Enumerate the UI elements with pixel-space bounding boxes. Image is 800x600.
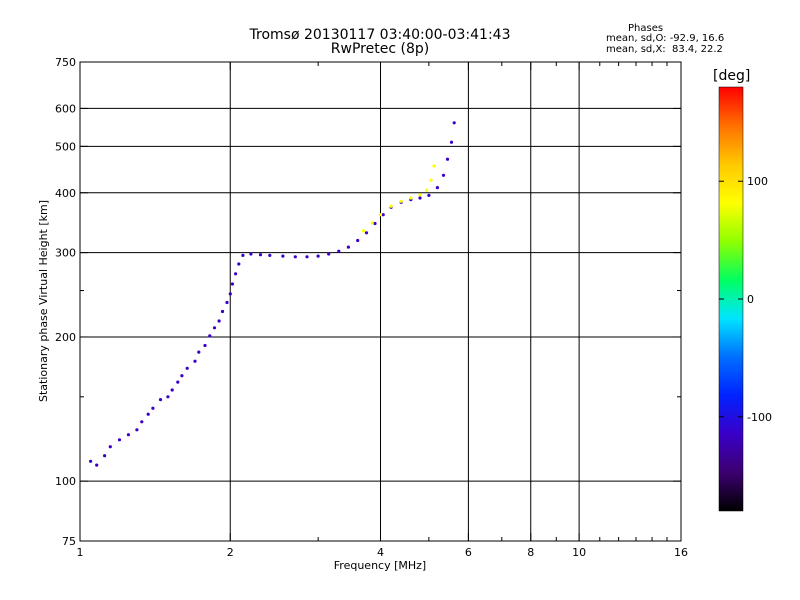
echo-point	[356, 238, 360, 243]
y-tick-label: 750	[55, 56, 76, 69]
echo-point	[212, 326, 217, 330]
colorbar-tick-label: 0	[747, 293, 754, 306]
echo-point	[126, 433, 130, 437]
echo-point	[337, 249, 341, 253]
x-tick-label: 10	[572, 546, 586, 559]
phase-x-stats: mean, sd,X: 83.4, 22.2	[606, 44, 723, 55]
echo-point	[362, 229, 366, 233]
echo-point	[399, 199, 403, 203]
echo-point	[305, 255, 309, 259]
x-tick-label: 16	[674, 546, 688, 559]
colorbar-tick-label: 100	[747, 175, 768, 188]
x-tick-label: 8	[527, 546, 534, 559]
echo-point	[425, 188, 429, 192]
echo-point	[151, 406, 155, 410]
chart-title-line-2: RwPretec (8p)	[330, 41, 430, 57]
echo-point	[268, 253, 272, 257]
colorbar-tick-label: -100	[747, 411, 772, 424]
chart-title-line-1: Tromsø 20130117 03:40:00-03:41:43	[249, 27, 511, 43]
phases-title: Phases	[628, 23, 664, 34]
echo-point	[135, 428, 139, 432]
echo-point	[389, 204, 393, 208]
echo-point	[220, 309, 225, 314]
echo-point	[381, 213, 385, 217]
echo-point	[146, 412, 150, 416]
echo-point	[185, 366, 189, 370]
echo-point	[166, 395, 170, 399]
grid-lines	[80, 62, 681, 541]
x-tick-label: 6	[465, 546, 472, 559]
y-tick-label: 100	[55, 475, 76, 488]
echo-point	[452, 121, 456, 125]
echo-point	[225, 300, 229, 305]
echo-point	[418, 196, 422, 200]
echo-point	[449, 140, 454, 144]
echo-point	[208, 334, 212, 338]
echo-point	[249, 252, 253, 256]
y-tick-label: 500	[55, 140, 76, 153]
colorbar-ticks: 100 0 -100	[719, 175, 772, 424]
phase-o-stats: mean, sd,O: -92.9, 16.6	[606, 33, 725, 44]
echo-point	[228, 292, 232, 296]
echo-point	[316, 254, 320, 258]
echo-point	[364, 231, 369, 235]
echo-point	[378, 213, 383, 217]
echo-point	[230, 282, 234, 286]
axes: 1 2 4 6 8 10 16 75 100 200 300 400 500 600 750	[55, 56, 688, 559]
echo-point	[429, 178, 433, 182]
echo-point	[445, 157, 450, 161]
echo-point	[158, 398, 163, 402]
echo-point	[234, 272, 238, 276]
echo-point	[103, 454, 107, 458]
echo-point	[241, 253, 245, 257]
echo-point	[327, 252, 331, 256]
echo-point	[281, 254, 285, 258]
y-tick-label: 300	[55, 247, 76, 260]
echo-point	[370, 221, 374, 225]
colorbar-unit-label: [deg]	[713, 68, 751, 84]
echo-point	[108, 445, 112, 449]
echo-point	[432, 164, 436, 168]
echo-point	[140, 420, 144, 424]
x-tick-label: 4	[377, 546, 384, 559]
echo-point	[180, 374, 184, 378]
echo-point	[427, 193, 431, 197]
y-tick-label: 75	[62, 535, 76, 548]
echo-point	[197, 350, 201, 354]
echo-point	[346, 245, 350, 249]
echo-point	[176, 380, 180, 384]
y-tick-label: 200	[55, 331, 76, 344]
echo-point	[170, 388, 174, 392]
echo-point	[117, 438, 122, 442]
echo-point	[203, 343, 207, 348]
echo-point	[418, 193, 422, 197]
echo-point	[293, 255, 297, 259]
y-tick-label: 400	[55, 187, 76, 200]
echo-point	[237, 262, 241, 266]
x-tick-label: 2	[227, 546, 234, 559]
echo-point	[258, 253, 263, 257]
echo-point	[89, 459, 93, 463]
x-axis-label: Frequency [MHz]	[334, 559, 426, 572]
data-layer	[89, 121, 456, 467]
echo-point	[409, 196, 413, 200]
echo-point	[95, 463, 99, 467]
y-tick-label: 600	[55, 102, 76, 115]
y-axis-label: Stationary phase Virtual Height [km]	[37, 200, 50, 402]
echo-point	[373, 221, 377, 226]
echo-point	[217, 319, 221, 323]
x-tick-label: 1	[77, 546, 84, 559]
echo-point	[435, 186, 439, 190]
echo-point	[441, 173, 446, 177]
echo-point	[193, 359, 197, 363]
